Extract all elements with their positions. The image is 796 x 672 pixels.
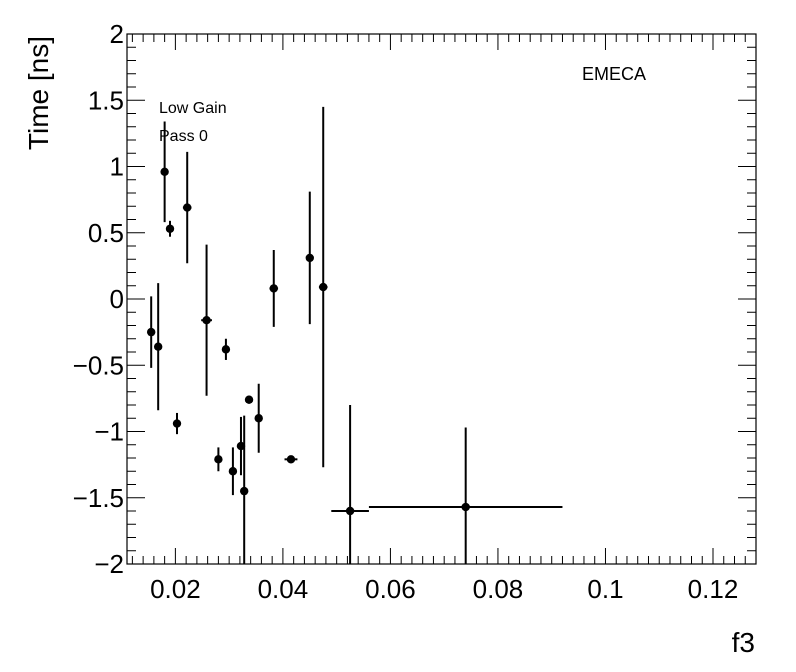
data-markers <box>146 167 470 516</box>
y-tick-label: −2 <box>94 549 124 579</box>
y-tick-label: −1 <box>94 417 124 447</box>
minor-ticks <box>127 33 757 565</box>
data-point <box>228 467 238 476</box>
data-point <box>319 282 328 292</box>
y-tick-label: 0 <box>110 284 124 314</box>
data-point <box>236 441 246 451</box>
x-tick-label: 0.06 <box>365 574 416 604</box>
data-point <box>183 203 192 212</box>
x-tick-label: 0.12 <box>688 574 739 604</box>
y-tick-label: 0.5 <box>88 218 124 248</box>
data-point <box>269 284 278 293</box>
data-point <box>146 327 156 337</box>
data-point <box>202 316 211 325</box>
annotation-pass: Pass 0 <box>159 128 208 145</box>
x-axis-title: f3 <box>732 627 755 658</box>
y-tick-label: −1.5 <box>73 483 124 513</box>
data-point <box>165 224 175 233</box>
data-point <box>244 395 254 404</box>
data-point <box>254 414 263 423</box>
data-point <box>305 253 314 263</box>
data-point <box>239 486 249 496</box>
data-point <box>214 455 223 464</box>
y-tick-label: 2 <box>110 19 124 49</box>
y-axis-title: Time [ns] <box>23 36 54 150</box>
y-tick-label: 1 <box>110 152 124 182</box>
y-tick-labels: 2 1.5 1 0.5 0 −0.5 −1 −1.5 −2 <box>73 19 124 579</box>
x-tick-labels: 0.02 0.04 0.06 0.08 0.1 0.12 <box>150 574 738 604</box>
annotation-emeca: EMECA <box>582 64 646 84</box>
annotation-low-gain: Low Gain <box>159 100 227 117</box>
error-bars <box>150 106 563 564</box>
x-tick-label: 0.1 <box>587 574 623 604</box>
data-point <box>345 506 355 516</box>
data-point <box>153 342 163 351</box>
y-tick-label: 1.5 <box>88 85 124 115</box>
x-tick-label: 0.02 <box>150 574 201 604</box>
data-point <box>160 167 169 176</box>
y-tick-label: −0.5 <box>73 350 124 380</box>
data-point <box>221 345 231 354</box>
x-tick-label: 0.08 <box>473 574 524 604</box>
data-point <box>286 455 296 464</box>
data-point <box>461 502 470 512</box>
data-point <box>172 419 182 428</box>
x-tick-label: 0.04 <box>258 574 309 604</box>
